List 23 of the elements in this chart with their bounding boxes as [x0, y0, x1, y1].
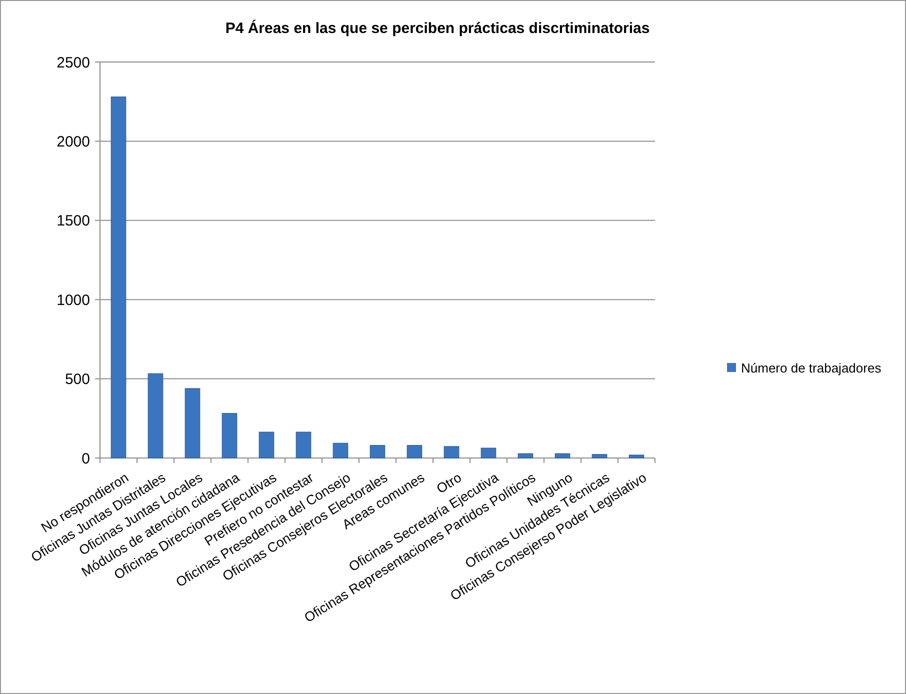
- legend-label: Número de trabajadores: [741, 360, 882, 376]
- bar: [518, 453, 534, 458]
- bar: [480, 448, 496, 458]
- bar: [554, 453, 570, 458]
- bar: [444, 446, 460, 458]
- bar: [406, 445, 422, 458]
- bar: [184, 388, 200, 458]
- bar: [296, 432, 312, 458]
- bar: [592, 454, 608, 458]
- y-tick-label: 2500: [56, 54, 90, 72]
- bar: [258, 432, 274, 458]
- chart-title: P4 Áreas en las que se perciben prácticas discrtiminatorias: [225, 19, 650, 37]
- y-tick-label: 500: [64, 371, 90, 388]
- bar: [370, 445, 386, 458]
- bar: [148, 373, 164, 458]
- y-tick-label: 1500: [56, 212, 90, 230]
- y-tick-label: 2000: [56, 133, 90, 150]
- bar: [332, 442, 348, 458]
- bar: [110, 96, 126, 458]
- y-tick-label: 1000: [56, 292, 90, 309]
- bar: [222, 413, 238, 458]
- bar: [628, 454, 644, 458]
- y-tick-label: 0: [82, 450, 90, 468]
